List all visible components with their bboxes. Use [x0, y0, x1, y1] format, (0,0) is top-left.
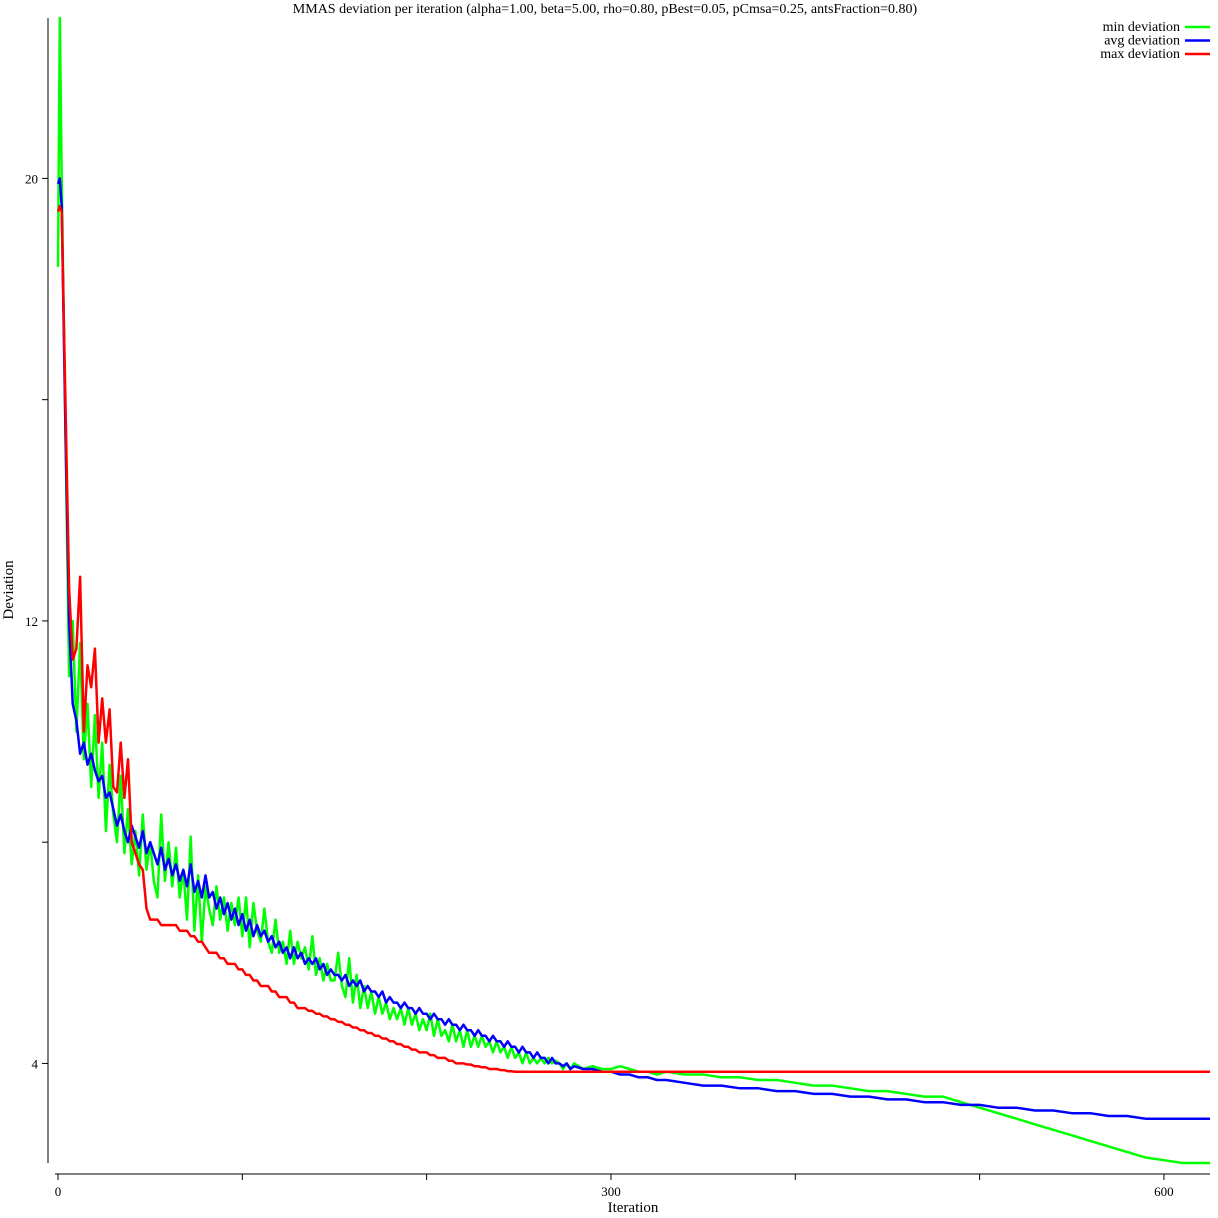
legend-label: min deviation	[1103, 20, 1180, 35]
x-ticks: 0 300 600	[55, 1174, 1174, 1199]
x-tick-label: 0	[55, 1184, 62, 1199]
series-lines	[56, 16, 1210, 1165]
x-axis-label: Iteration	[608, 1200, 659, 1216]
min-deviation-line	[56, 16, 1210, 1165]
avg-deviation-line	[56, 177, 1210, 1120]
legend-label: avg deviation	[1104, 34, 1180, 49]
y-axis-label: Deviation	[1, 560, 17, 620]
legend-label: max deviation	[1100, 47, 1180, 62]
x-tick-label: 300	[601, 1184, 621, 1199]
chart-title: MMAS deviation per iteration (alpha=1.00…	[293, 2, 918, 17]
y-ticks: 4 12 20	[25, 171, 48, 1071]
y-tick-label: 12	[25, 614, 38, 629]
y-tick-label: 4	[32, 1056, 39, 1071]
y-tick-label: 20	[25, 171, 38, 186]
max-deviation-line	[56, 204, 1210, 1073]
x-tick-label: 600	[1154, 1184, 1174, 1199]
